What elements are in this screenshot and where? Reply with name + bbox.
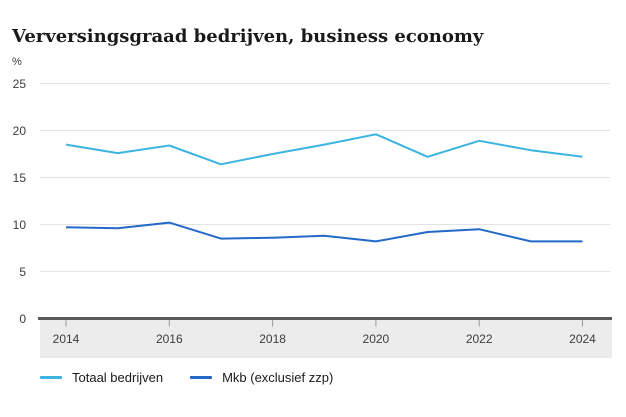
- y-tick-label: 15: [12, 170, 26, 185]
- legend-label: Mkb (exclusief zzp): [222, 370, 334, 385]
- legend-label: Totaal bedrijven: [72, 370, 164, 385]
- x-axis-band: [40, 320, 612, 358]
- y-tick-label: 10: [12, 217, 26, 232]
- legend-swatch-icon: [190, 376, 213, 379]
- legend-item: Mkb (exclusief zzp): [190, 370, 333, 385]
- y-tick-label: 25: [12, 76, 26, 91]
- x-tick-label: 2020: [362, 332, 390, 346]
- chart-legend: Totaal bedrijven Mkb (exclusief zzp): [40, 370, 333, 385]
- y-tick-label: 0: [19, 311, 26, 326]
- x-tick-label: 2022: [465, 332, 493, 346]
- y-axis-unit-label: %: [12, 56, 22, 68]
- series-line-totaal-bedrijven: [65, 133, 583, 166]
- x-tick-label: 2018: [259, 332, 286, 346]
- x-tick-label: 2014: [52, 332, 80, 346]
- y-tick-label: 5: [19, 264, 26, 279]
- legend-item: Totaal bedrijven: [40, 370, 163, 385]
- chart-title: Verversingsgraad bedrijven, business eco…: [12, 26, 484, 47]
- x-tick-label: 2016: [155, 332, 183, 346]
- series-line-mkb-exclusief-zzp-: [65, 221, 583, 243]
- legend-swatch-icon: [40, 376, 62, 379]
- x-tick-label: 2024: [569, 332, 596, 346]
- y-tick-label: 20: [12, 123, 26, 138]
